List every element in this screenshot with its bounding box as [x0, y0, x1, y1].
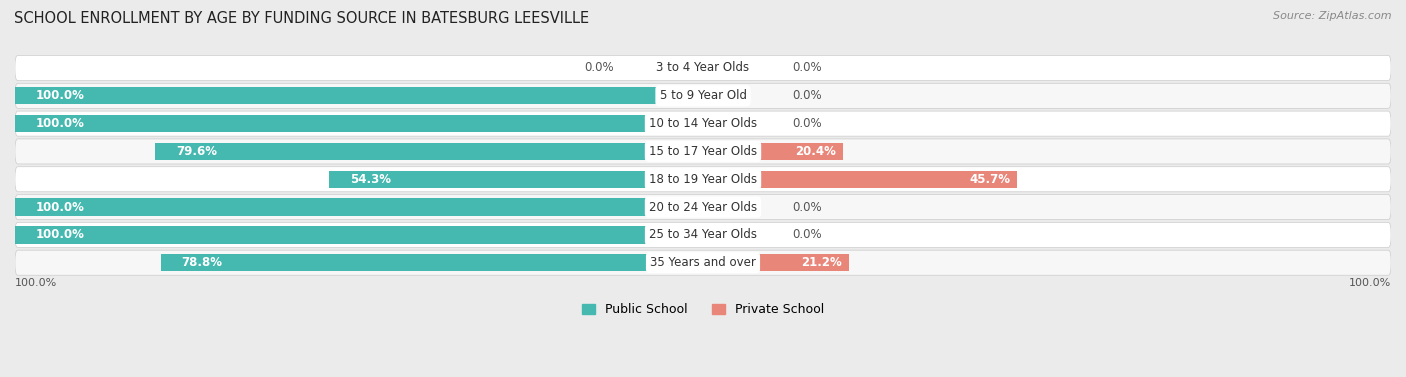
FancyBboxPatch shape [15, 55, 1391, 81]
FancyBboxPatch shape [15, 139, 1391, 164]
Text: 100.0%: 100.0% [35, 117, 84, 130]
Text: 100.0%: 100.0% [35, 228, 84, 241]
Bar [703, 254, 849, 271]
Bar [15, 115, 703, 132]
Bar [15, 198, 703, 216]
Text: 100.0%: 100.0% [1348, 278, 1391, 288]
Text: Source: ZipAtlas.com: Source: ZipAtlas.com [1274, 11, 1392, 21]
Text: 0.0%: 0.0% [793, 117, 823, 130]
Text: 78.8%: 78.8% [181, 256, 222, 269]
Text: 45.7%: 45.7% [970, 173, 1011, 186]
Bar [15, 87, 703, 104]
FancyBboxPatch shape [15, 195, 1391, 219]
Text: 100.0%: 100.0% [15, 278, 58, 288]
FancyBboxPatch shape [15, 222, 1391, 247]
Text: 0.0%: 0.0% [793, 61, 823, 75]
Text: 10 to 14 Year Olds: 10 to 14 Year Olds [650, 117, 756, 130]
Text: 18 to 19 Year Olds: 18 to 19 Year Olds [650, 173, 756, 186]
Bar [703, 143, 844, 160]
Text: 54.3%: 54.3% [350, 173, 391, 186]
Bar [703, 171, 1018, 188]
FancyBboxPatch shape [15, 167, 1391, 192]
Bar [329, 171, 703, 188]
Text: 20.4%: 20.4% [796, 145, 837, 158]
Text: 15 to 17 Year Olds: 15 to 17 Year Olds [650, 145, 756, 158]
Text: 79.6%: 79.6% [176, 145, 217, 158]
Text: 20 to 24 Year Olds: 20 to 24 Year Olds [650, 201, 756, 213]
Text: 5 to 9 Year Old: 5 to 9 Year Old [659, 89, 747, 102]
Text: 0.0%: 0.0% [793, 228, 823, 241]
Text: SCHOOL ENROLLMENT BY AGE BY FUNDING SOURCE IN BATESBURG LEESVILLE: SCHOOL ENROLLMENT BY AGE BY FUNDING SOUR… [14, 11, 589, 26]
Bar [160, 254, 703, 271]
Text: 100.0%: 100.0% [35, 201, 84, 213]
Text: 0.0%: 0.0% [793, 201, 823, 213]
Text: 100.0%: 100.0% [35, 89, 84, 102]
Text: 3 to 4 Year Olds: 3 to 4 Year Olds [657, 61, 749, 75]
Text: 0.0%: 0.0% [583, 61, 613, 75]
FancyBboxPatch shape [15, 250, 1391, 275]
Bar [15, 226, 703, 244]
FancyBboxPatch shape [15, 83, 1391, 108]
Text: 35 Years and over: 35 Years and over [650, 256, 756, 269]
Legend: Public School, Private School: Public School, Private School [576, 298, 830, 321]
Text: 0.0%: 0.0% [793, 89, 823, 102]
Text: 25 to 34 Year Olds: 25 to 34 Year Olds [650, 228, 756, 241]
Text: 21.2%: 21.2% [801, 256, 842, 269]
FancyBboxPatch shape [15, 111, 1391, 136]
Bar [155, 143, 703, 160]
